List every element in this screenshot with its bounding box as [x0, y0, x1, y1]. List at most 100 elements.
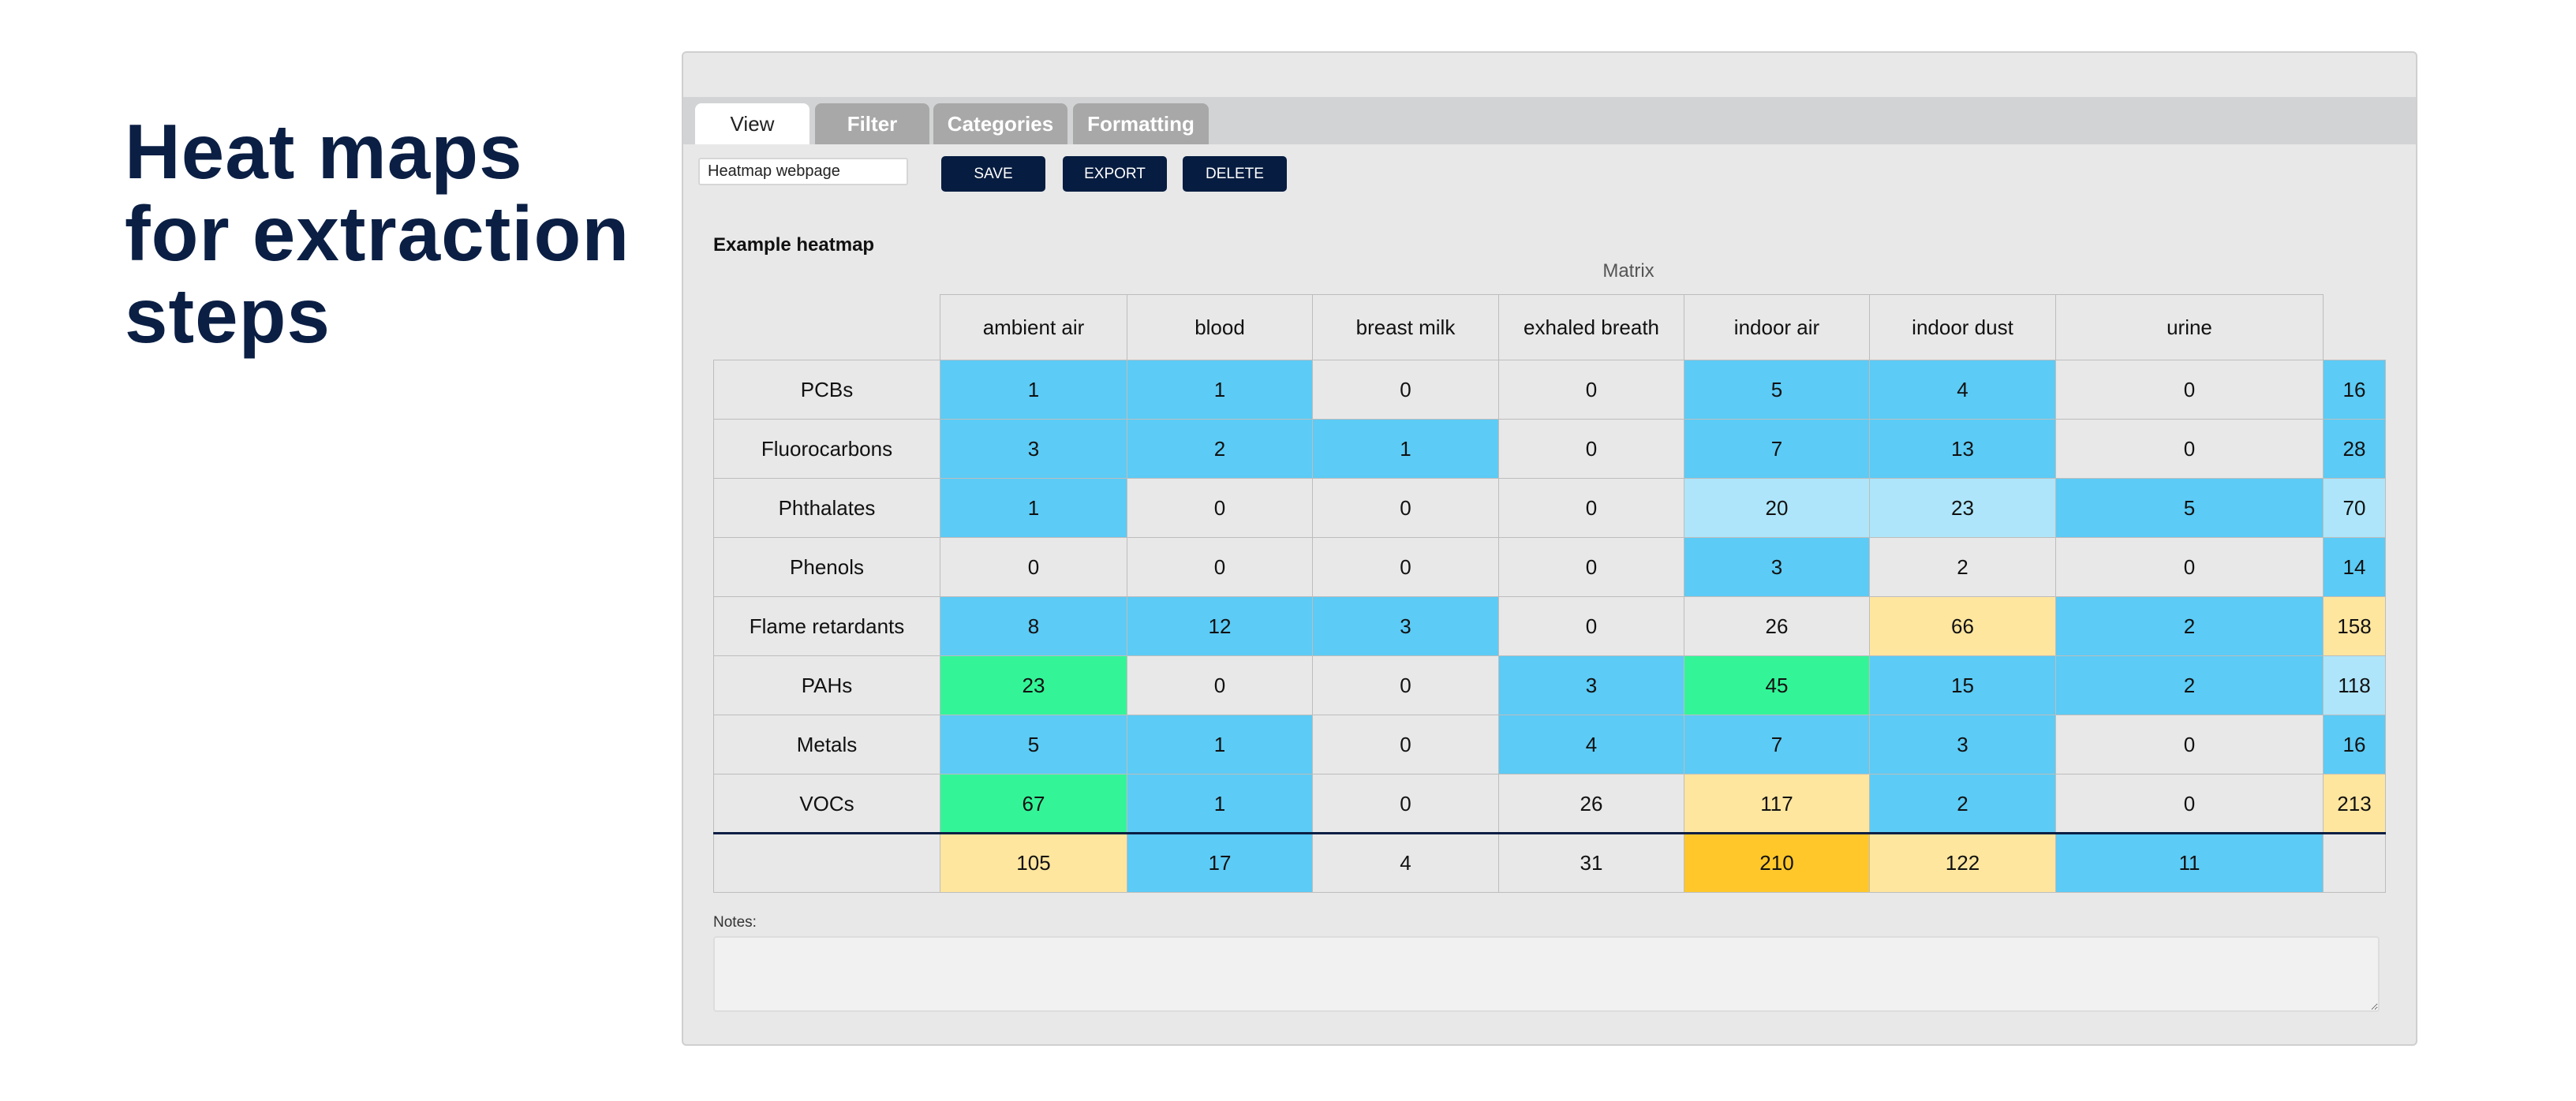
- column-total-cell: 210: [1684, 833, 1870, 893]
- delete-button[interactable]: DELETE: [1183, 156, 1287, 192]
- title-line: steps: [125, 272, 331, 359]
- heatmap-panel: View Filter Categories Formatting SAVE E…: [682, 51, 2417, 1046]
- heatmap-cell: 3: [1684, 537, 1870, 597]
- heatmap-cell: 3: [1869, 715, 2056, 774]
- column-total-cell: 17: [1127, 833, 1313, 893]
- heatmap-cell: 20: [1684, 478, 1870, 538]
- heatmap-cell: 7: [1684, 419, 1870, 479]
- row-total-cell: 14: [2323, 537, 2386, 597]
- heatmap-cell: 2: [2055, 596, 2324, 656]
- heatmap-cell: 15: [1869, 655, 2056, 715]
- heatmap-cell: 2: [1869, 537, 2056, 597]
- column-header: blood: [1127, 294, 1313, 360]
- heatmap-cell: 5: [1684, 360, 1870, 420]
- heatmap-cell: 0: [1127, 478, 1313, 538]
- row-total-cell: 70: [2323, 478, 2386, 538]
- heatmap-cell: 26: [1684, 596, 1870, 656]
- tab-categories[interactable]: Categories: [933, 103, 1067, 144]
- heatmap-cell: 1: [1127, 774, 1313, 834]
- row-label: Fluorocarbons: [713, 419, 940, 479]
- heatmap-cell: 2: [1127, 419, 1313, 479]
- heatmap-cell: 0: [1312, 360, 1499, 420]
- heatmap-cell: 8: [940, 596, 1127, 656]
- heatmap-cell: 0: [2055, 360, 2324, 420]
- heatmap-cell: 0: [1312, 715, 1499, 774]
- row-label: Flame retardants: [713, 596, 940, 656]
- heatmap-cell: 0: [2055, 419, 2324, 479]
- heatmap-cell: 1: [1127, 715, 1313, 774]
- heatmap-cell: 0: [2055, 537, 2324, 597]
- column-header: ambient air: [940, 294, 1127, 360]
- row-total-cell: 118: [2323, 655, 2386, 715]
- column-header: urine: [2055, 294, 2324, 360]
- heatmap-cell: 1: [1127, 360, 1313, 420]
- column-total-cell: 105: [940, 833, 1127, 893]
- heatmap-cell: 7: [1684, 715, 1870, 774]
- column-header: exhaled breath: [1498, 294, 1684, 360]
- grand-total-cell: [2323, 833, 2386, 893]
- column-header: indoor dust: [1869, 294, 2056, 360]
- heatmap-name-input[interactable]: [698, 158, 908, 185]
- notes-label: Notes:: [713, 914, 757, 931]
- row-label: Phenols: [713, 537, 940, 597]
- matrix-axis-label: Matrix: [1602, 260, 1654, 282]
- heatmap-cell: 23: [940, 655, 1127, 715]
- heatmap-cell: 0: [1127, 655, 1313, 715]
- row-total-cell: 158: [2323, 596, 2386, 656]
- row-total-cell: 28: [2323, 419, 2386, 479]
- row-label: Phthalates: [713, 478, 940, 538]
- notes-textarea[interactable]: [713, 936, 2380, 1012]
- heatmap-cell: 0: [2055, 715, 2324, 774]
- page-title: Heat maps for extraction steps: [125, 110, 630, 356]
- heatmap-cell: 0: [1312, 478, 1499, 538]
- heatmap-cell: 0: [1498, 360, 1684, 420]
- heatmap-cell: 1: [940, 478, 1127, 538]
- row-label: PAHs: [713, 655, 940, 715]
- heatmap-cell: 0: [1127, 537, 1313, 597]
- tab-view[interactable]: View: [695, 103, 809, 144]
- row-label: PCBs: [713, 360, 940, 420]
- heatmap-cell: 0: [1498, 419, 1684, 479]
- column-total-cell: 4: [1312, 833, 1499, 893]
- heatmap-cell: 5: [2055, 478, 2324, 538]
- heatmap-cell: 3: [1498, 655, 1684, 715]
- row-total-cell: 16: [2323, 715, 2386, 774]
- heatmap-cell: 0: [1498, 537, 1684, 597]
- heatmap-cell: 12: [1127, 596, 1313, 656]
- heatmap-cell: 2: [2055, 655, 2324, 715]
- title-line: Heat maps: [125, 108, 523, 195]
- heatmap-title: Example heatmap: [713, 234, 875, 256]
- heatmap-cell: 5: [940, 715, 1127, 774]
- heatmap-cell: 0: [1312, 655, 1499, 715]
- row-total-cell: 16: [2323, 360, 2386, 420]
- column-header: indoor air: [1684, 294, 1870, 360]
- total-row-label: [713, 833, 940, 893]
- export-button[interactable]: EXPORT: [1063, 156, 1167, 192]
- tab-formatting[interactable]: Formatting: [1073, 103, 1209, 144]
- title-line: for extraction: [125, 190, 630, 277]
- heatmap-cell: 1: [940, 360, 1127, 420]
- heatmap-cell: 0: [1312, 774, 1499, 834]
- save-button[interactable]: SAVE: [941, 156, 1045, 192]
- heatmap-cell: 23: [1869, 478, 2056, 538]
- tab-bar: View Filter Categories Formatting: [683, 97, 2416, 144]
- heatmap-cell: 13: [1869, 419, 2056, 479]
- heatmap-cell: 3: [1312, 596, 1499, 656]
- column-total-cell: 31: [1498, 833, 1684, 893]
- column-header: breast milk: [1312, 294, 1499, 360]
- row-label: VOCs: [713, 774, 940, 834]
- heatmap-cell: 2: [1869, 774, 2056, 834]
- heatmap-cell: 4: [1498, 715, 1684, 774]
- column-total-cell: 11: [2055, 833, 2324, 893]
- row-total-cell: 213: [2323, 774, 2386, 834]
- totals-divider: [713, 832, 2386, 834]
- tab-filter[interactable]: Filter: [815, 103, 929, 144]
- heatmap-cell: 3: [940, 419, 1127, 479]
- heatmap-cell: 0: [1498, 596, 1684, 656]
- heatmap-cell: 117: [1684, 774, 1870, 834]
- heatmap-cell: 4: [1869, 360, 2056, 420]
- heatmap-cell: 66: [1869, 596, 2056, 656]
- column-total-cell: 122: [1869, 833, 2056, 893]
- heatmap-cell: 0: [1312, 537, 1499, 597]
- heatmap-cell: 67: [940, 774, 1127, 834]
